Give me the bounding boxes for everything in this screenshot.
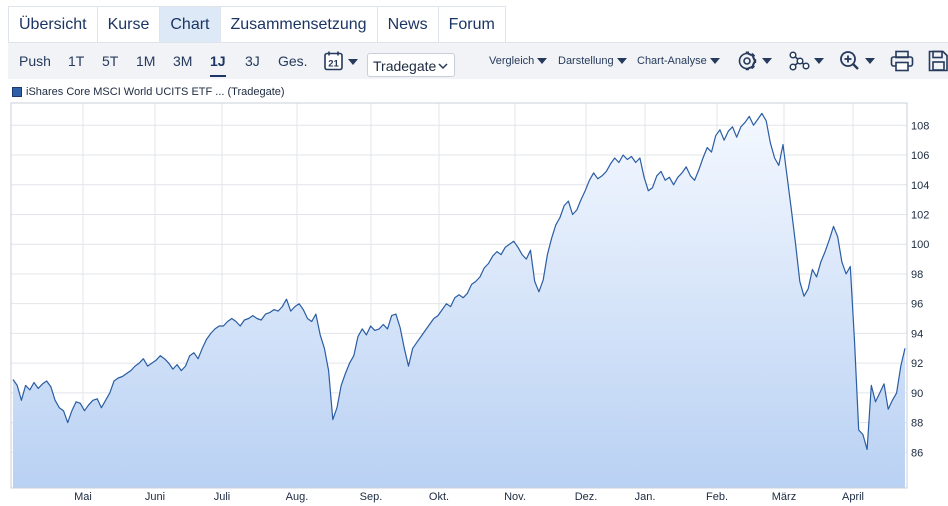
y-tick-label: 106 bbox=[911, 150, 929, 162]
chart-analyse-label: Chart-Analyse bbox=[637, 55, 707, 67]
y-tick-label: 86 bbox=[911, 447, 923, 459]
tab-chart[interactable]: Chart bbox=[160, 7, 221, 43]
y-tick-label: 100 bbox=[911, 239, 929, 251]
y-tick-label: 90 bbox=[911, 388, 923, 400]
darstellung-dropdown[interactable]: Darstellung bbox=[558, 43, 627, 79]
tab-zusammensetzung[interactable]: Zusammensetzung bbox=[221, 7, 378, 43]
y-tick-label: 98 bbox=[911, 269, 923, 281]
navigation-tabs: Übersicht Kurse Chart Zusammensetzung Ne… bbox=[8, 6, 506, 43]
x-tick-label: Okt. bbox=[429, 491, 449, 503]
zoom-in-icon[interactable] bbox=[839, 50, 877, 77]
tab-uebersicht[interactable]: Übersicht bbox=[9, 7, 98, 43]
tab-news[interactable]: News bbox=[378, 7, 439, 43]
caret-down-icon bbox=[537, 58, 548, 65]
y-tick-label: 102 bbox=[911, 209, 929, 221]
range-1m-button[interactable]: 1M bbox=[136, 53, 156, 69]
x-tick-label: Nov. bbox=[504, 491, 526, 503]
legend-swatch bbox=[12, 87, 22, 97]
calendar-icon[interactable]: 21 bbox=[324, 51, 362, 76]
chart-analyse-dropdown[interactable]: Chart-Analyse bbox=[637, 43, 720, 79]
caret-down-icon bbox=[616, 58, 627, 65]
price-area bbox=[13, 113, 905, 489]
save-icon[interactable] bbox=[928, 50, 948, 77]
chart-legend: iShares Core MSCI World UCITS ETF ... (T… bbox=[12, 86, 285, 98]
vergleich-dropdown[interactable]: Vergleich bbox=[489, 43, 548, 79]
gear-icon[interactable] bbox=[736, 50, 774, 77]
chevron-down-icon bbox=[438, 63, 448, 70]
range-3j-button[interactable]: 3J bbox=[245, 53, 260, 69]
range-5t-button[interactable]: 5T bbox=[102, 53, 119, 69]
range-3m-button[interactable]: 3M bbox=[173, 53, 193, 69]
x-tick-label: Jan. bbox=[635, 491, 656, 503]
tab-forum[interactable]: Forum bbox=[448, 16, 495, 33]
x-tick-label: Feb. bbox=[706, 491, 728, 503]
y-tick-label: 94 bbox=[911, 328, 923, 340]
calendar-day: 21 bbox=[328, 59, 339, 70]
x-tick-label: April bbox=[842, 491, 864, 503]
range-1t-button[interactable]: 1T bbox=[68, 53, 85, 69]
print-icon[interactable] bbox=[890, 50, 914, 77]
vergleich-label: Vergleich bbox=[489, 55, 535, 67]
x-tick-label: Juli bbox=[214, 491, 231, 503]
plot-frame bbox=[10, 102, 908, 489]
tab-kurse[interactable]: Kurse bbox=[98, 7, 161, 43]
x-tick-label: Mai bbox=[74, 491, 92, 503]
x-tick-label: Dez. bbox=[575, 491, 598, 503]
exchange-select[interactable]: Tradegate bbox=[367, 53, 455, 77]
x-tick-label: März bbox=[772, 491, 796, 503]
range-gesamt-button[interactable]: Ges. bbox=[278, 53, 308, 69]
x-tick-label: Aug. bbox=[286, 491, 309, 503]
y-axis: 86 88 90 92 94 96 98 100 102 104 106 108 bbox=[911, 120, 929, 459]
x-tick-label: Juni bbox=[145, 491, 165, 503]
y-tick-label: 104 bbox=[911, 180, 929, 192]
legend-label: iShares Core MSCI World UCITS ETF ... (T… bbox=[26, 86, 285, 98]
y-tick-label: 108 bbox=[911, 120, 929, 132]
x-tick-label: Sep. bbox=[360, 491, 383, 503]
y-tick-label: 96 bbox=[911, 299, 923, 311]
darstellung-label: Darstellung bbox=[558, 55, 614, 67]
range-1j-button[interactable]: 1J bbox=[210, 43, 226, 79]
x-axis: Mai Juni Juli Aug. Sep. Okt. Nov. Dez. Jan. Feb. M… bbox=[74, 491, 864, 503]
range-push-button[interactable]: Push bbox=[19, 53, 51, 69]
exchange-select-value: Tradegate bbox=[373, 58, 437, 74]
network-icon[interactable] bbox=[788, 50, 826, 77]
y-tick-label: 92 bbox=[911, 358, 923, 370]
price-line bbox=[12, 112, 906, 450]
caret-down-icon bbox=[709, 58, 720, 65]
chart-toolbar: Push 1T 5T 1M 3M 1J 3J Ges. 21 Tradegate… bbox=[8, 42, 948, 79]
y-tick-label: 88 bbox=[911, 418, 923, 430]
